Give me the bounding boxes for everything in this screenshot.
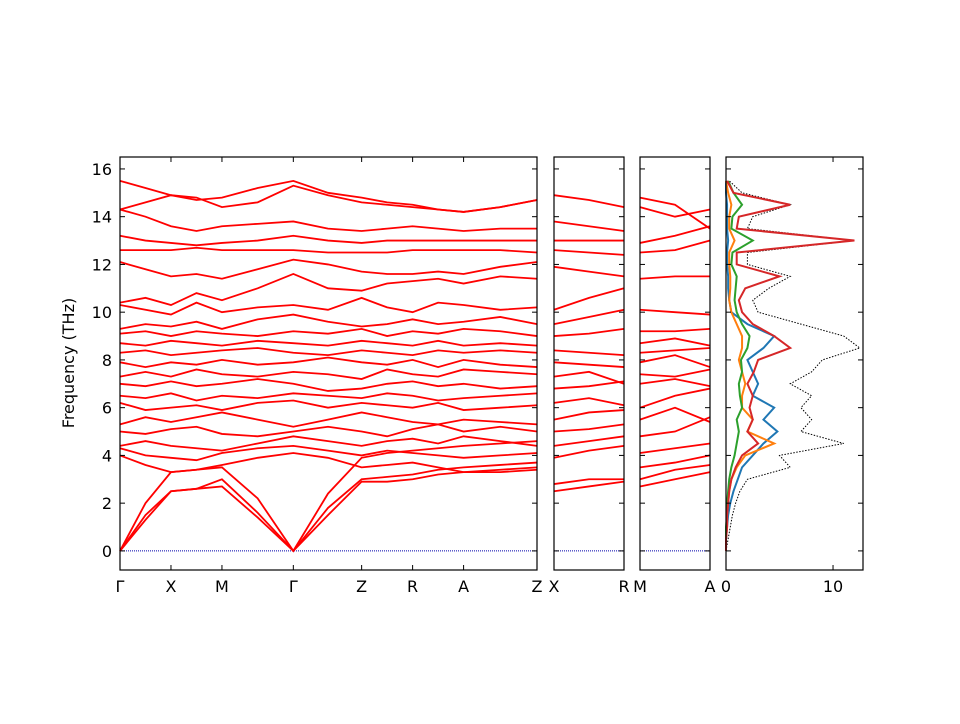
- band: [553, 265, 625, 278]
- band: [553, 327, 625, 337]
- x-tick-label: R: [407, 577, 418, 596]
- band: [639, 337, 711, 347]
- y-tick-label: 6: [102, 399, 112, 418]
- band: [119, 461, 538, 553]
- x-tick-label: M: [215, 577, 229, 596]
- band: [119, 435, 538, 452]
- dos-line: [725, 180, 855, 551]
- band: [119, 423, 538, 438]
- band: [639, 275, 710, 280]
- band: [639, 378, 711, 388]
- band: [120, 246, 538, 254]
- x-tick-label: Γ: [289, 577, 298, 596]
- band: [119, 378, 538, 392]
- band: [119, 234, 537, 247]
- x-tick-label: 0: [721, 577, 731, 596]
- y-tick-label: 10: [92, 303, 112, 322]
- x-tick-label: X: [549, 577, 560, 596]
- y-tick-label: 2: [102, 494, 112, 513]
- x-tick-label: A: [458, 577, 469, 596]
- x-tick-label: Z: [532, 577, 543, 596]
- band: [639, 442, 711, 454]
- band: [119, 208, 537, 232]
- y-tick-label: 8: [102, 351, 112, 370]
- band: [639, 196, 711, 230]
- y-tick-label: 0: [102, 542, 112, 561]
- band: [119, 356, 538, 369]
- band: [639, 368, 711, 378]
- y-tick-label: 12: [92, 255, 112, 274]
- x-tick-label: 10: [823, 577, 843, 596]
- band: [639, 239, 711, 254]
- band: [119, 347, 538, 357]
- band: [639, 464, 711, 481]
- x-tick-label: Γ: [116, 577, 125, 596]
- band: [553, 480, 625, 493]
- band: [553, 380, 625, 390]
- band: [119, 273, 538, 306]
- x-tick-label: X: [165, 577, 176, 596]
- dos-line: [725, 180, 779, 551]
- y-tick-label: 16: [92, 160, 112, 179]
- band: [639, 347, 711, 354]
- band: [119, 399, 538, 411]
- band: [119, 327, 538, 337]
- y-tick-label: 4: [102, 446, 112, 465]
- band: [640, 327, 711, 333]
- band: [553, 194, 625, 209]
- band: [119, 179, 538, 213]
- band: [553, 308, 625, 325]
- dos-line: [725, 180, 755, 551]
- band: [553, 435, 625, 447]
- band: [119, 313, 538, 330]
- band: [639, 225, 711, 244]
- y-tick-label: 14: [92, 208, 112, 227]
- band: [553, 478, 624, 485]
- band: [639, 206, 711, 218]
- band: [119, 258, 538, 280]
- x-tick-label: A: [705, 577, 716, 596]
- band: [639, 471, 711, 488]
- band: [119, 296, 538, 316]
- panel-frame: [119, 156, 538, 571]
- band: [553, 361, 625, 368]
- band: [553, 397, 625, 407]
- band: [553, 423, 625, 433]
- band: [119, 339, 538, 347]
- y-axis-label: Frequency (THz): [59, 298, 78, 428]
- band: [553, 444, 625, 459]
- x-tick-label: Z: [356, 577, 367, 596]
- band: [639, 416, 711, 438]
- band: [119, 392, 538, 402]
- band: [639, 387, 711, 409]
- x-tick-label: M: [633, 577, 647, 596]
- band: [553, 349, 625, 357]
- x-tick-label: R: [618, 577, 629, 596]
- band: [553, 220, 625, 232]
- band: [119, 411, 538, 428]
- band: [119, 452, 538, 474]
- panel-frame: [553, 156, 625, 571]
- band: [553, 409, 625, 421]
- band: [553, 249, 625, 256]
- band: [119, 444, 538, 462]
- dos-line: [725, 180, 861, 551]
- band: [553, 287, 625, 311]
- panel-frame: [725, 156, 864, 571]
- band: [639, 354, 711, 368]
- band: [119, 368, 538, 380]
- band: [639, 406, 711, 423]
- band: [553, 370, 625, 385]
- band: [639, 308, 711, 316]
- band: [639, 454, 711, 469]
- panel-frame: [639, 156, 711, 571]
